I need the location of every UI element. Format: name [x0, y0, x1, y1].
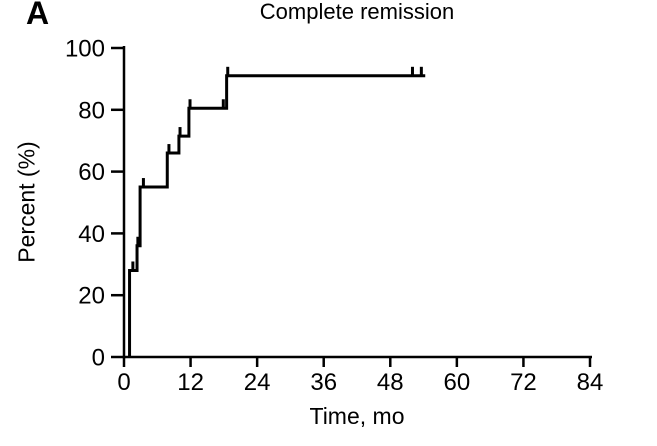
x-tick-label: 36 [310, 369, 337, 396]
y-tick-label: 60 [78, 159, 105, 186]
x-tick-label: 48 [377, 369, 404, 396]
chart-title: Complete remission [259, 0, 455, 24]
y-tick-label: 100 [65, 36, 105, 63]
km-curve [128, 74, 426, 357]
x-tick-label: 72 [510, 369, 537, 396]
x-tick-label: 0 [117, 369, 130, 396]
panel-label: A [26, 0, 50, 31]
x-tick-label: 60 [444, 369, 471, 396]
y-tick-label: 80 [78, 97, 105, 124]
x-axis-label: Time, mo [309, 403, 405, 429]
x-tick-label: 24 [244, 369, 271, 396]
y-tick-label: 20 [78, 283, 105, 310]
y-tick-label: 40 [78, 221, 105, 248]
x-tick-label: 84 [577, 369, 604, 396]
x-tick-label: 12 [177, 369, 204, 396]
y-tick-label: 0 [92, 345, 105, 372]
